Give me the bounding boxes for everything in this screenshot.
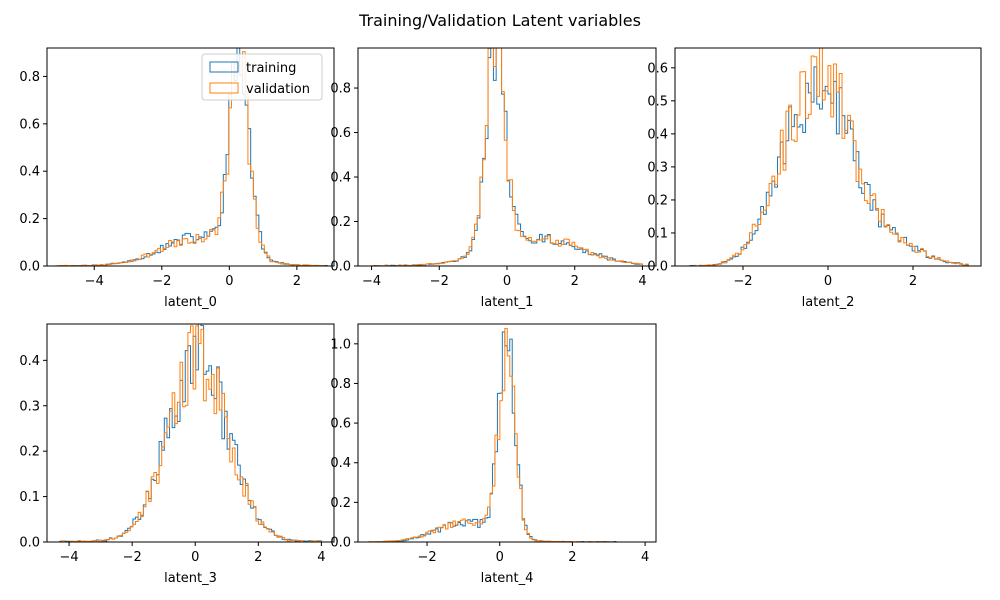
x-tick-label: 2 — [571, 274, 579, 289]
y-tick-label: 0.6 — [330, 417, 351, 432]
y-tick-label: 0.2 — [19, 212, 40, 227]
legend: training validation — [201, 53, 323, 101]
histogram-training-latent_3 — [59, 324, 322, 542]
y-tick-label: 0.2 — [330, 496, 351, 511]
y-tick-label: 0.1 — [19, 490, 40, 505]
y-tick-label: 0.0 — [19, 260, 40, 275]
axes-frame — [46, 323, 335, 543]
x-tick-label: 0 — [824, 274, 832, 289]
y-tick-label: 0.8 — [330, 377, 351, 392]
y-tick-label: 0.6 — [19, 117, 40, 132]
y-tick-label: 0.8 — [330, 82, 351, 97]
x-tick-label: 0 — [191, 550, 199, 565]
legend-swatch-validation — [209, 82, 239, 94]
y-tick-label: 0.4 — [330, 456, 351, 471]
figure-title: Training/Validation Latent variables — [358, 11, 641, 30]
y-tick-label: 0.5 — [647, 94, 668, 109]
x-tick-label: 4 — [317, 550, 325, 565]
y-tick-label: 0.4 — [19, 354, 40, 369]
histogram-validation-latent_0 — [53, 51, 328, 266]
histogram-training-latent_2 — [687, 66, 969, 266]
histogram-validation-latent_4 — [368, 327, 617, 542]
y-tick-label: 0.2 — [330, 215, 351, 230]
x-tick-label: 2 — [293, 274, 301, 289]
x-tick-label: 4 — [641, 550, 649, 565]
x-axis-label: latent_3 — [164, 571, 217, 586]
x-tick-label: −2 — [123, 550, 142, 565]
y-tick-label: 0.4 — [647, 127, 668, 142]
x-tick-label: 4 — [638, 274, 646, 289]
x-tick-label: 0 — [496, 550, 504, 565]
y-tick-label: 0.0 — [330, 536, 351, 551]
x-tick-label: −2 — [152, 274, 171, 289]
x-tick-label: −4 — [59, 550, 78, 565]
y-tick-label: 0.2 — [19, 445, 40, 460]
subplot-latent_3: −4 −2 0 2 4 0.0 0.1 0.2 0.3 0.4 latent_3 — [19, 323, 335, 586]
subplot-latent_0: −4 −2 0 2 0.0 0.2 0.4 0.6 0.8 latent_0 training val… — [19, 47, 335, 310]
x-axis-label: latent_0 — [164, 295, 217, 310]
y-tick-label: 0.0 — [330, 260, 351, 275]
y-tick-label: 0.1 — [647, 226, 668, 241]
histogram-training-latent_4 — [368, 331, 617, 542]
histogram-training-latent_1 — [371, 48, 643, 266]
x-tick-label: −4 — [362, 274, 381, 289]
x-tick-label: −2 — [417, 550, 436, 565]
y-tick-label: 0.8 — [19, 70, 40, 85]
legend-box — [201, 53, 323, 101]
x-axis-label: latent_1 — [481, 295, 534, 310]
y-tick-label: 0.6 — [330, 126, 351, 141]
axes-frame — [46, 47, 335, 267]
subplot-latent_4: −2 0 2 4 0.0 0.2 0.4 0.6 0.8 1.0 latent_4 — [330, 323, 657, 586]
x-axis-label: latent_2 — [802, 295, 855, 310]
x-axis-label: latent_4 — [481, 571, 534, 586]
y-tick-label: 0.3 — [647, 160, 668, 175]
legend-label-training: training — [246, 61, 296, 76]
histogram-validation-latent_2 — [687, 48, 969, 266]
subplot-latent_2: −2 0 2 0.0 0.1 0.2 0.3 0.4 0.5 0.6 latent_2 — [647, 47, 982, 310]
y-tick-label: 0.0 — [647, 260, 668, 275]
x-tick-label: −4 — [85, 274, 104, 289]
x-tick-label: 2 — [254, 550, 262, 565]
x-tick-label: 0 — [225, 274, 233, 289]
y-tick-label: 1.0 — [330, 337, 351, 352]
histogram-validation-latent_1 — [371, 48, 643, 266]
subplot-latent_1: −4 −2 0 2 4 0.0 0.2 0.4 0.6 0.8 latent_1 — [330, 47, 657, 310]
y-tick-label: 0.4 — [19, 165, 40, 180]
axes-frame — [357, 323, 657, 543]
legend-label-validation: validation — [246, 82, 310, 97]
y-tick-label: 0.0 — [19, 536, 40, 551]
x-tick-label: −2 — [733, 274, 752, 289]
legend-swatch-training — [209, 61, 239, 73]
y-tick-label: 0.6 — [647, 61, 668, 76]
y-tick-label: 0.2 — [647, 193, 668, 208]
subplots: −4 −2 0 2 0.0 0.2 0.4 0.6 0.8 latent_0 training val… — [19, 47, 982, 586]
x-tick-label: 2 — [568, 550, 576, 565]
x-tick-label: 0 — [503, 274, 511, 289]
x-tick-label: −2 — [430, 274, 449, 289]
y-tick-label: 0.3 — [19, 399, 40, 414]
x-tick-label: 2 — [909, 274, 917, 289]
histogram-validation-latent_3 — [59, 325, 322, 542]
y-tick-label: 0.4 — [330, 171, 351, 186]
